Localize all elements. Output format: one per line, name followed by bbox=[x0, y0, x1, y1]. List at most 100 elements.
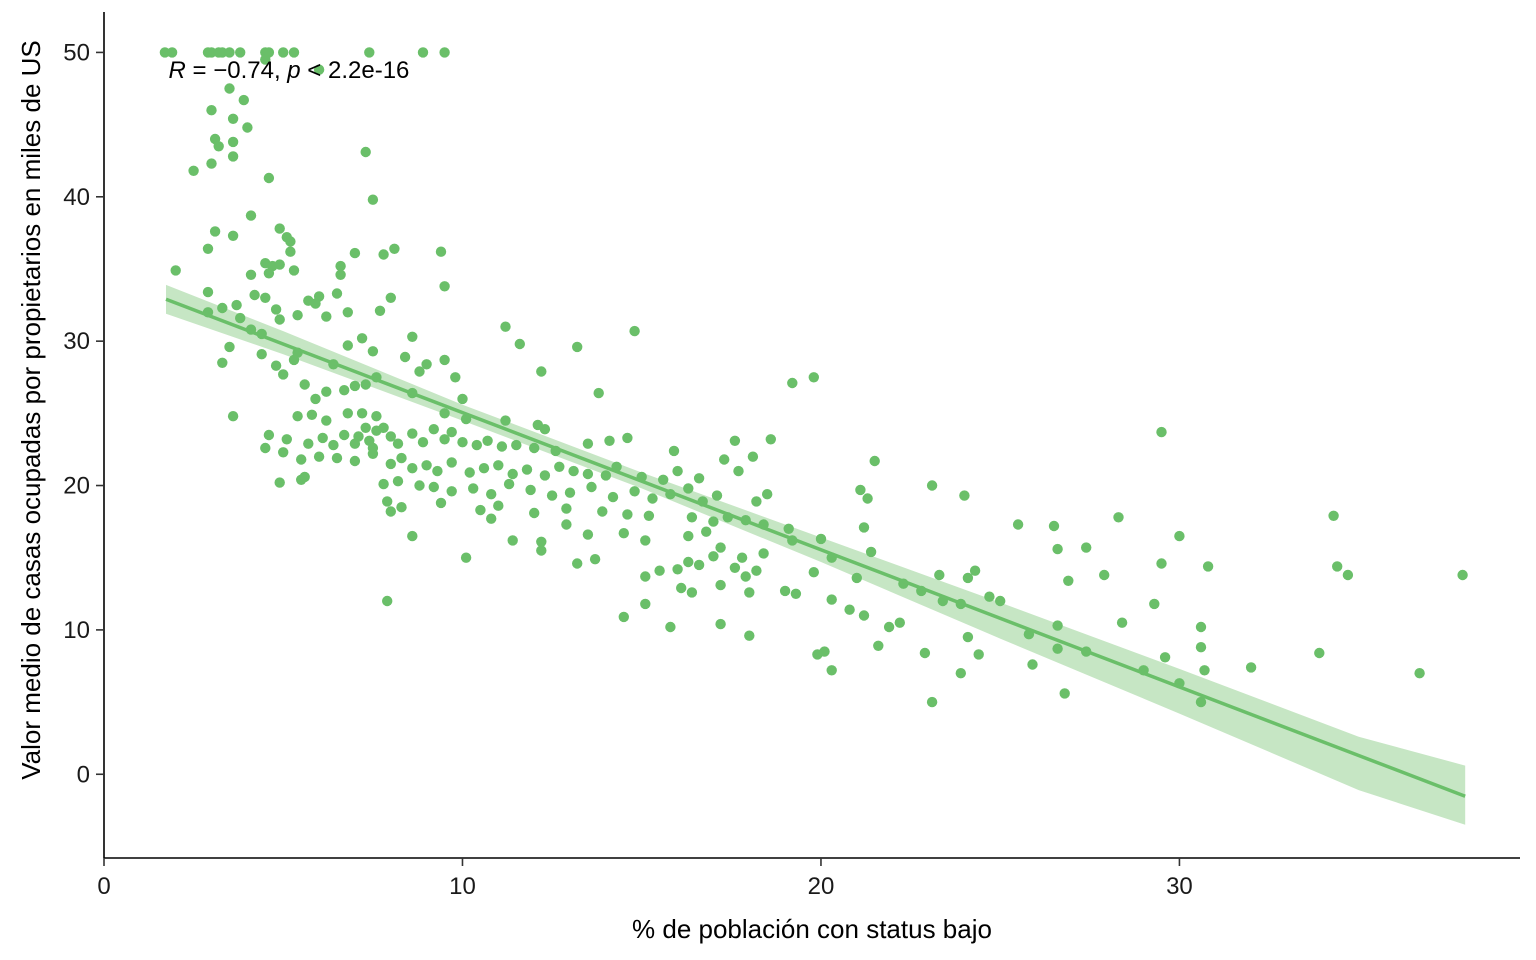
y-tick-label: 50 bbox=[63, 39, 90, 66]
data-point bbox=[378, 249, 389, 260]
data-point bbox=[242, 122, 253, 133]
data-point bbox=[367, 194, 379, 205]
data-point bbox=[511, 439, 522, 451]
data-point bbox=[686, 587, 698, 598]
data-point bbox=[464, 467, 475, 478]
data-point bbox=[460, 552, 472, 563]
data-point bbox=[435, 497, 447, 509]
data-point bbox=[274, 314, 285, 325]
data-point bbox=[1048, 520, 1060, 532]
data-point bbox=[206, 158, 217, 169]
data-point bbox=[1174, 530, 1185, 542]
data-point bbox=[285, 236, 296, 247]
data-point bbox=[296, 454, 307, 465]
r-label: R bbox=[169, 57, 186, 84]
data-point bbox=[1027, 659, 1038, 670]
data-point bbox=[819, 646, 830, 657]
data-point bbox=[514, 338, 525, 350]
data-point bbox=[894, 617, 905, 628]
data-point bbox=[500, 321, 511, 332]
data-point bbox=[622, 509, 633, 520]
data-point bbox=[486, 489, 497, 500]
data-point bbox=[1195, 696, 1207, 708]
data-point bbox=[1052, 620, 1063, 631]
data-point bbox=[1116, 617, 1128, 628]
data-points-layer bbox=[159, 47, 1468, 708]
data-point bbox=[858, 522, 870, 533]
y-tick-label: 30 bbox=[63, 328, 90, 355]
data-point bbox=[1159, 652, 1171, 663]
data-point bbox=[321, 311, 332, 322]
y-tick-label: 40 bbox=[63, 184, 90, 211]
data-point bbox=[539, 424, 551, 435]
data-point bbox=[568, 465, 579, 477]
data-point bbox=[546, 490, 558, 501]
data-point bbox=[274, 259, 285, 270]
data-point bbox=[564, 487, 576, 498]
data-point bbox=[288, 354, 300, 366]
data-point bbox=[417, 437, 429, 448]
data-point bbox=[686, 512, 698, 523]
data-point bbox=[238, 94, 249, 106]
data-point bbox=[356, 408, 368, 419]
data-point bbox=[385, 431, 396, 442]
data-point bbox=[270, 360, 282, 371]
data-point bbox=[740, 571, 751, 582]
data-point bbox=[278, 47, 289, 58]
data-point bbox=[844, 604, 855, 615]
data-point bbox=[263, 172, 275, 184]
data-point bbox=[919, 647, 931, 659]
data-point bbox=[729, 562, 741, 573]
data-point bbox=[693, 559, 705, 571]
regression-line bbox=[165, 297, 1466, 798]
data-point bbox=[235, 312, 246, 324]
data-point bbox=[224, 83, 235, 94]
data-point bbox=[747, 451, 759, 462]
data-point bbox=[260, 292, 271, 303]
data-point bbox=[439, 408, 450, 419]
data-point bbox=[353, 431, 364, 442]
x-tick-label: 20 bbox=[808, 873, 835, 900]
data-point bbox=[1113, 512, 1124, 523]
data-point bbox=[751, 496, 762, 507]
data-point bbox=[278, 369, 289, 380]
data-point bbox=[607, 491, 619, 503]
data-point bbox=[439, 354, 450, 366]
data-point bbox=[969, 565, 981, 576]
data-point bbox=[217, 302, 228, 314]
data-point bbox=[256, 349, 267, 360]
data-point bbox=[417, 47, 429, 58]
data-point bbox=[414, 480, 425, 491]
data-point bbox=[227, 230, 239, 241]
correlation-annotation: R = −0.74, p < 2.2e-16 bbox=[169, 57, 410, 84]
data-point bbox=[288, 265, 300, 276]
data-point bbox=[217, 47, 228, 58]
data-point bbox=[378, 422, 389, 433]
data-point bbox=[984, 591, 995, 602]
y-tick-label: 10 bbox=[63, 617, 90, 644]
data-point bbox=[708, 516, 719, 527]
data-point bbox=[554, 461, 565, 472]
data-point bbox=[278, 447, 289, 458]
data-point bbox=[1149, 598, 1160, 610]
data-point bbox=[586, 481, 597, 493]
data-point bbox=[643, 510, 655, 521]
data-point bbox=[378, 478, 389, 490]
data-point bbox=[962, 572, 974, 584]
data-point bbox=[202, 286, 214, 298]
data-point bbox=[629, 486, 640, 497]
data-point bbox=[486, 513, 497, 524]
data-point bbox=[396, 452, 407, 464]
data-point bbox=[349, 380, 361, 392]
data-point bbox=[668, 445, 680, 457]
data-point bbox=[597, 506, 608, 517]
data-point bbox=[1195, 621, 1207, 633]
data-point bbox=[382, 595, 393, 607]
data-point bbox=[783, 523, 794, 534]
data-point bbox=[331, 452, 343, 464]
data-point bbox=[321, 386, 332, 397]
data-point bbox=[521, 464, 533, 475]
data-point bbox=[1012, 519, 1024, 530]
data-point bbox=[349, 247, 361, 259]
